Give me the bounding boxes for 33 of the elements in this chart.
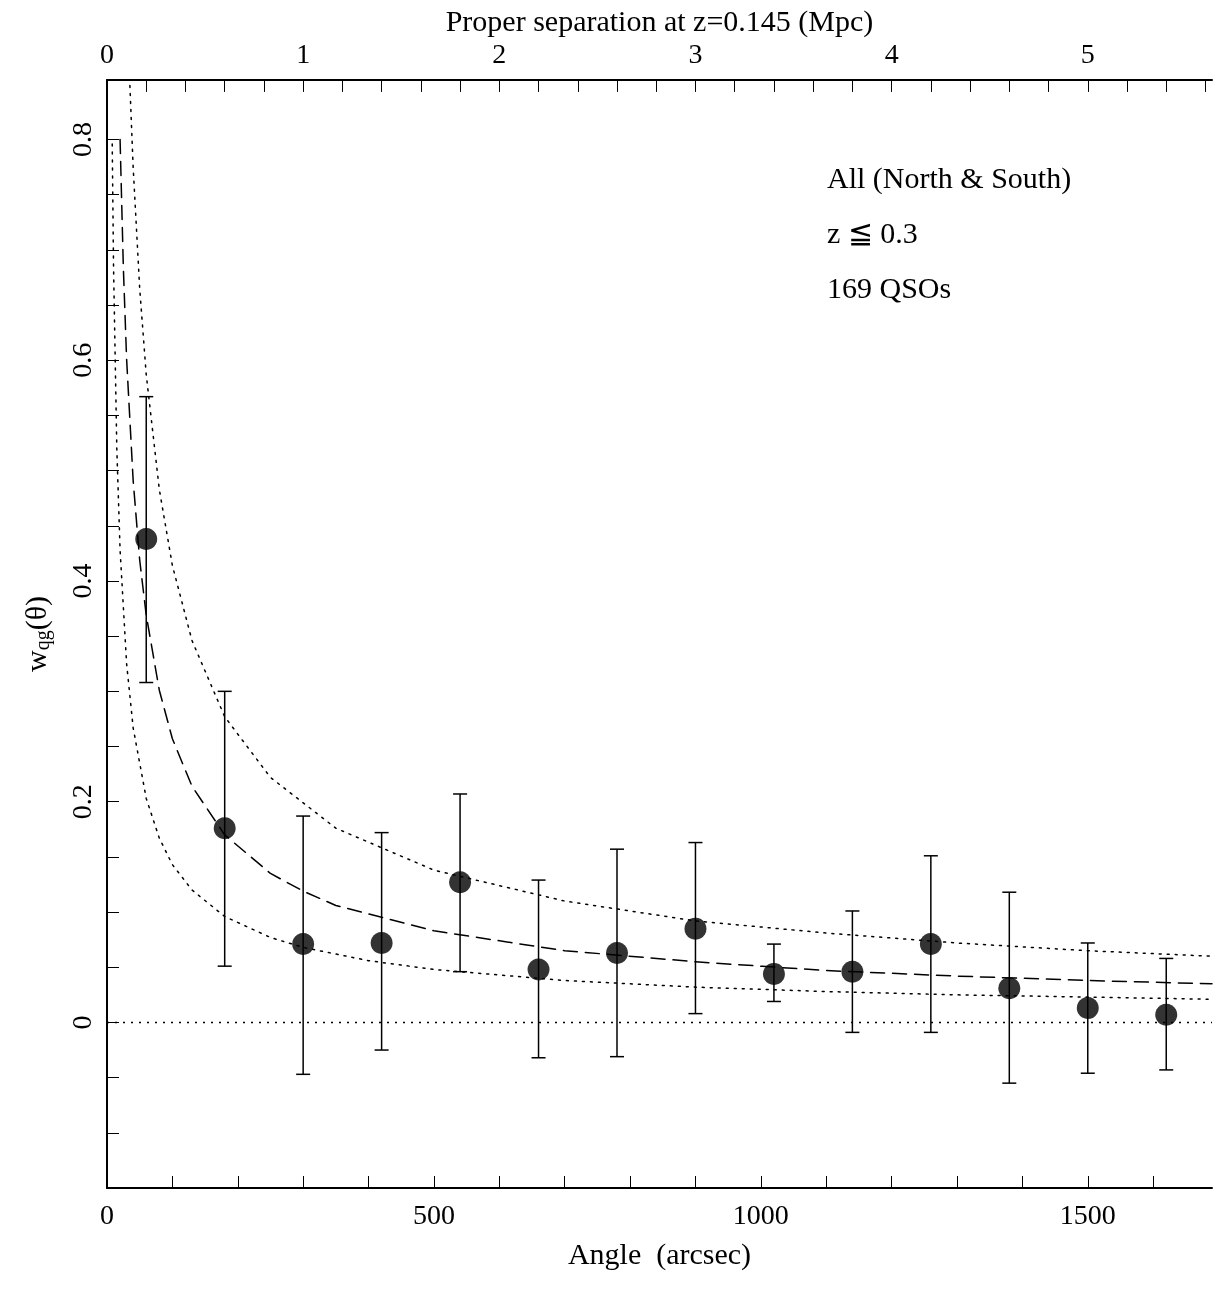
point: [1155, 1003, 1178, 1026]
point: [606, 941, 628, 964]
point: [527, 958, 550, 981]
point: [1076, 997, 1099, 1020]
x-tick-label: 1000: [732, 1198, 789, 1230]
point: [449, 871, 472, 894]
point: [684, 917, 707, 940]
x-tick-label: 1500: [1059, 1198, 1116, 1230]
y-tick-label: 0.4: [65, 563, 97, 599]
x-tick-label: 500: [412, 1198, 455, 1230]
y-tick-label: 0.2: [65, 784, 97, 820]
x-axis-title: Angle (arcsec): [567, 1236, 752, 1271]
y-tick-label: 0.8: [65, 122, 97, 157]
point: [370, 931, 393, 954]
point: [135, 528, 158, 551]
annotation: 169 QSOs: [827, 270, 952, 304]
x2-axis-title: Proper separation at z=0.145 (Mpc): [445, 3, 874, 38]
point: [919, 933, 942, 956]
point: [762, 962, 785, 985]
y-tick-label: 0: [65, 1015, 97, 1030]
y-tick-label: 0.6: [65, 342, 97, 378]
annotation: z ≦ 0.3: [827, 215, 918, 249]
x2-tick-label: 2: [492, 38, 507, 70]
point: [213, 817, 236, 840]
annotation: All (North & South): [827, 160, 1072, 195]
y-axis-title: wqg(θ): [18, 595, 54, 672]
x2-tick-label: 5: [1080, 38, 1095, 70]
point: [292, 933, 315, 956]
point: [998, 977, 1021, 1000]
point: [841, 960, 864, 983]
x2-tick-label: 4: [884, 38, 899, 70]
x2-tick-label: 1: [296, 38, 311, 70]
x2-tick-label: 3: [688, 38, 703, 70]
